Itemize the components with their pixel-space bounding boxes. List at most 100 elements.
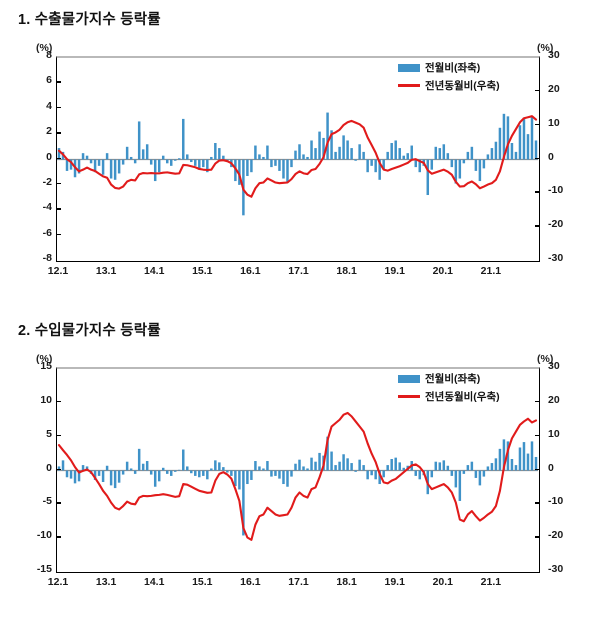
bar [89, 159, 93, 164]
bar [370, 159, 373, 166]
bar [141, 149, 145, 160]
y-axis-right-tick: 20 [548, 393, 560, 406]
bar [514, 465, 518, 471]
bar [149, 159, 153, 165]
bar-group [57, 436, 538, 536]
y-axis-left-tick: -5 [42, 495, 52, 508]
bar [145, 461, 149, 471]
bar [458, 470, 462, 501]
bar [474, 159, 478, 171]
bar [402, 155, 405, 160]
bar [394, 457, 397, 471]
bar [129, 468, 133, 471]
bar [61, 460, 65, 471]
x-axis-tick: 19.1 [384, 265, 405, 277]
bar [242, 470, 245, 536]
bar [77, 159, 81, 174]
x-axis-tick: 12.1 [47, 265, 69, 277]
bar [182, 118, 185, 160]
bar [450, 470, 454, 476]
yoy-line [57, 115, 538, 198]
y-axis-left-tick: 6 [46, 74, 52, 87]
y-axis-left-tick: 0 [46, 150, 52, 163]
y-axis-left-tickmark [56, 502, 61, 504]
bar [174, 159, 177, 161]
y-axis-left-tickmark [56, 434, 61, 437]
bar [506, 116, 510, 160]
bar [129, 156, 133, 160]
y-axis-right-tick: 10 [548, 116, 560, 129]
bar [398, 148, 401, 160]
bar [358, 144, 361, 160]
x-axis-tick: 14.1 [143, 576, 165, 588]
bar [498, 127, 502, 160]
bar [386, 465, 389, 471]
bar [93, 159, 97, 173]
y-axis-left-tickmark [56, 182, 61, 185]
legend-line-swatch-icon [398, 394, 420, 399]
y-axis-left-tickmark [56, 208, 61, 210]
bar [294, 463, 297, 471]
x-axis-tick: 20.1 [432, 265, 454, 277]
bar [498, 448, 502, 471]
y-axis-right-tick: 30 [548, 49, 560, 61]
chart-section-export: 1. 수출물가지수 등락률 (%) (%) 8 6 4 2 0 -2 -4 -6 -8 30 20 1… [0, 0, 600, 311]
bar [326, 112, 329, 160]
bar [105, 465, 109, 471]
bar [117, 159, 121, 174]
bar [270, 470, 273, 477]
y-axis-right-tickmark [535, 434, 540, 437]
legend-item[interactable]: 전월비(좌축) [398, 371, 500, 386]
y-axis-left-tickmark [56, 536, 61, 538]
legend-item[interactable]: 전년동월비(우축) [398, 389, 500, 404]
bar [354, 159, 357, 161]
chart-section-import: 2. 수입물가지수 등락률 (%) (%) 15 10 5 0 -5 -10 -15 30 20… [0, 311, 600, 623]
y-axis-left-tickmark [56, 81, 61, 83]
bar [382, 470, 385, 478]
bar [322, 137, 325, 160]
bar [298, 459, 301, 471]
bar [418, 159, 421, 173]
y-axis-right-tickmark [535, 502, 540, 504]
bar [178, 158, 181, 160]
legend-label: 전월비(좌축) [425, 373, 481, 385]
bar [466, 151, 470, 160]
bar [194, 159, 197, 166]
bar [330, 130, 333, 160]
bar [362, 465, 365, 471]
bar [362, 151, 365, 160]
bar [238, 470, 241, 490]
legend-item[interactable]: 전년동월비(우축) [398, 78, 500, 93]
x-axis-tick: 21.1 [480, 576, 502, 588]
x-axis-tick: 13.1 [95, 265, 117, 277]
bar [186, 466, 189, 471]
bar [97, 470, 101, 476]
bar [386, 151, 389, 160]
y-axis-right-tickmark [535, 157, 540, 159]
bar [218, 462, 221, 471]
bar [165, 159, 169, 164]
legend-item[interactable]: 전월비(좌축) [398, 60, 500, 75]
x-axis-tick: 16.1 [240, 576, 261, 588]
bar [466, 465, 470, 471]
bar [414, 470, 417, 476]
y-axis-left-tick: -10 [36, 529, 52, 542]
y-axis-left-tickmark [56, 132, 61, 134]
bar [302, 466, 305, 471]
bar [133, 159, 137, 164]
bar [125, 461, 129, 471]
bar [394, 140, 397, 160]
bar [258, 466, 261, 471]
bar [202, 470, 205, 476]
bar [65, 159, 69, 171]
chart-2-legend: 전월비(좌축) 전년동월비(우축) [398, 371, 500, 407]
bar [161, 155, 165, 160]
bar [153, 159, 157, 182]
bar [145, 144, 149, 160]
bar [510, 459, 514, 471]
bar [442, 144, 446, 160]
y-axis-left-tick: 4 [46, 99, 52, 112]
bar [278, 470, 281, 479]
y-axis-right-tick: -20 [548, 529, 564, 542]
x-axis-tick: 15.1 [192, 576, 213, 588]
